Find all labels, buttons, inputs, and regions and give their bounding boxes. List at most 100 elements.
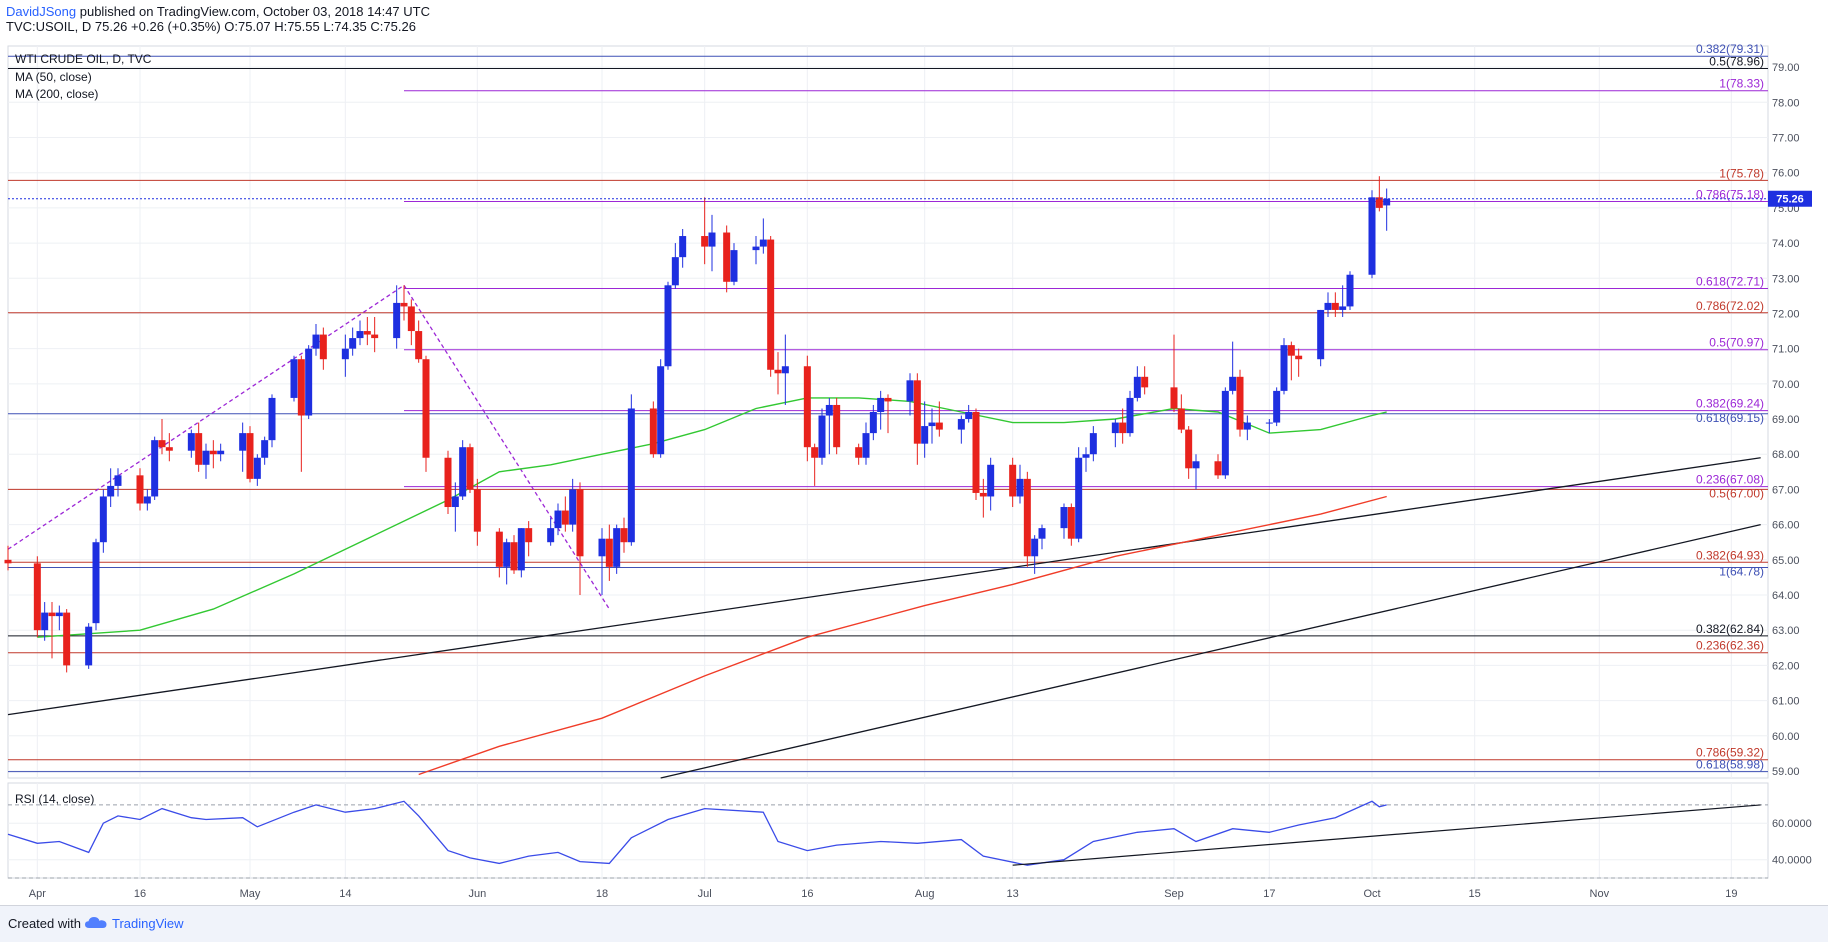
x-tick-label: Jun: [468, 888, 486, 900]
candle-body: [312, 334, 320, 349]
candle-body: [774, 369, 782, 374]
author-link[interactable]: DavidJSong: [6, 4, 77, 19]
candle-body: [1031, 538, 1039, 557]
candle-body: [554, 510, 562, 529]
candle-body: [957, 419, 965, 430]
x-tick-label: 14: [339, 888, 351, 900]
candle-body: [99, 496, 107, 543]
candle-body: [1324, 302, 1332, 310]
candle-body: [1133, 376, 1141, 398]
axes: 59.00 60.00 61.00 62.00 63.00 64.00 65.00 66.00…: [8, 62, 1812, 900]
candle-body: [1265, 422, 1273, 424]
y-tick-label: 60.00: [1772, 731, 1800, 743]
candle-body: [1177, 408, 1185, 430]
fib-level-label: 0.5(67.00): [1709, 486, 1764, 500]
chart-legend: WTI CRUDE OIL, D, TVC MA (50, close) MA …: [15, 52, 152, 806]
fib-level-label: 0.618(69.15): [1696, 411, 1764, 425]
y-tick-label: 76.00: [1772, 168, 1800, 180]
candle-body: [569, 489, 577, 525]
rsi-pane: 40.0000 60.0000: [7, 800, 1812, 879]
candle-body: [1243, 422, 1251, 430]
y-tick-label: 63.00: [1772, 625, 1800, 637]
x-tick-label: May: [240, 888, 261, 900]
candle-body: [979, 492, 987, 497]
candle-body: [855, 447, 863, 458]
candle-body: [862, 433, 870, 458]
candle-body: [620, 528, 628, 543]
trendline: [660, 523, 1761, 779]
candle-body: [41, 612, 49, 631]
candle-body: [319, 334, 327, 360]
candle-body: [268, 397, 276, 441]
last-price: 75.26: [94, 19, 128, 34]
candle-body: [363, 331, 371, 335]
candle-body: [253, 457, 261, 479]
fib-level-label: 0.382(62.84): [1696, 622, 1764, 636]
y-tick-label: 73.00: [1772, 273, 1800, 285]
candle-body: [1346, 274, 1354, 307]
candle-body: [781, 366, 789, 374]
y-tick-label: 64.00: [1772, 590, 1800, 602]
candle-body: [627, 408, 635, 543]
candle-body: [1383, 198, 1391, 206]
tradingview-cloud-icon: [85, 917, 107, 928]
footer-bar: Created with TradingView: [0, 905, 1828, 942]
x-tick-label: 18: [596, 888, 608, 900]
candle-body: [869, 412, 877, 434]
candle-body: [884, 397, 892, 402]
y-tick-label: 77.00: [1772, 133, 1800, 145]
candle-body: [297, 359, 305, 416]
candle-body: [4, 559, 12, 564]
fib-level-label: 1(64.78): [1719, 565, 1764, 579]
candle-body: [906, 380, 914, 402]
candle-body: [679, 236, 687, 258]
trendline: [7, 284, 405, 550]
footer-brand[interactable]: TradingView: [112, 916, 184, 931]
price-chart[interactable]: 0.382(79.31)0.5(78.96) 1(78.33) 1(75.78) 0.…: [0, 0, 1828, 905]
candle-body: [114, 475, 122, 486]
y-tick-label: 72.00: [1772, 308, 1800, 320]
candle-body: [1280, 345, 1288, 391]
fib-levels: 0.382(79.31)0.5(78.96) 1(78.33) 1(75.78) 0.…: [8, 42, 1768, 773]
ohlc-low: 74.35: [334, 19, 367, 34]
candle-body: [55, 612, 63, 617]
candle-body: [63, 612, 71, 666]
fib-level-label: 0.382(69.24): [1696, 397, 1764, 411]
candle-body: [1273, 390, 1281, 423]
y-tick-label: 61.00: [1772, 696, 1800, 708]
legend-title: WTI CRUDE OIL, D, TVC: [15, 52, 152, 66]
candle-body: [649, 408, 657, 455]
candle-body: [833, 404, 841, 448]
fib-level-label: 0.786(59.32): [1696, 746, 1764, 760]
fib-level-label: 0.786(75.18): [1696, 188, 1764, 202]
candle-body: [825, 404, 833, 416]
candle-body: [92, 542, 100, 624]
candle-body: [803, 366, 811, 448]
y-tick-label: 67.00: [1772, 484, 1800, 496]
candle-body: [972, 412, 980, 493]
candle-body: [935, 422, 943, 430]
y-tick-label: 66.00: [1772, 520, 1800, 532]
x-tick-label: Aug: [915, 888, 935, 900]
candle-body: [576, 489, 584, 557]
x-tick-label: Sep: [1164, 888, 1184, 900]
candle-body: [202, 450, 210, 465]
candle-body: [1038, 528, 1046, 539]
candle-body: [503, 542, 511, 567]
trendline: [7, 457, 1761, 716]
ohlc-close: 75.26: [383, 19, 416, 34]
trendline: [403, 284, 610, 610]
candle-body: [393, 302, 401, 339]
candle-body: [517, 528, 525, 571]
candle-body: [143, 496, 151, 504]
candle-body: [158, 440, 166, 448]
fib-level-label: 0.236(67.08): [1696, 473, 1764, 487]
candle-body: [356, 331, 364, 339]
candle-body: [1089, 433, 1097, 455]
candle-body: [664, 285, 672, 367]
candle-body: [400, 302, 408, 307]
candle-body: [671, 257, 679, 286]
x-tick-label: Jul: [698, 888, 712, 900]
candle-body: [1016, 478, 1024, 497]
candle-body: [1229, 376, 1237, 391]
